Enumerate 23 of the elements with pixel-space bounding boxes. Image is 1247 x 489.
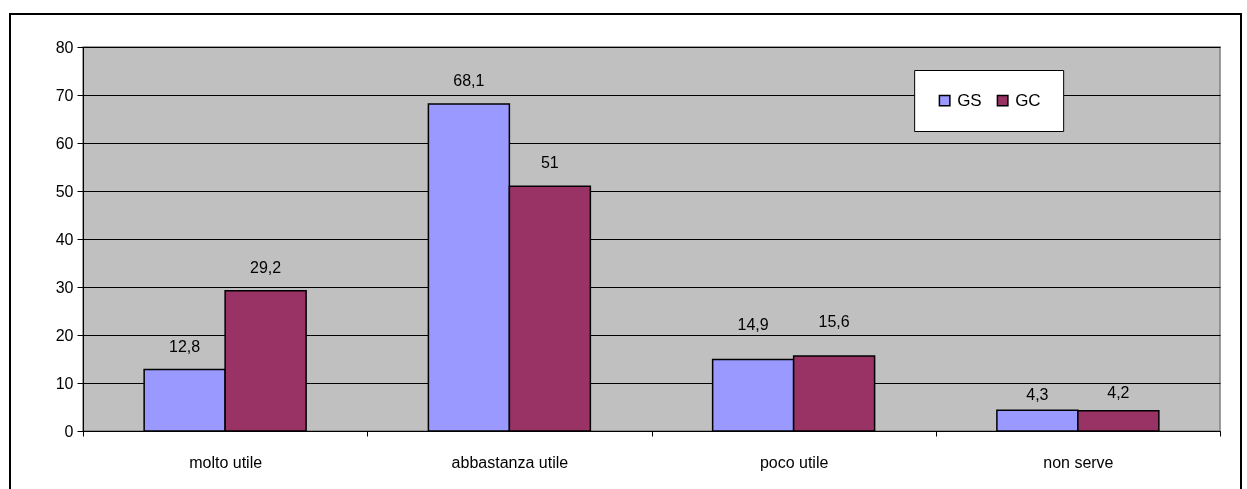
legend-label: GC xyxy=(1015,90,1041,110)
x-tick-label: abbastanza utile xyxy=(451,453,569,471)
y-tick-label: 10 xyxy=(55,374,74,392)
y-tick-label: 50 xyxy=(55,182,74,200)
data-label: 4,2 xyxy=(1107,383,1130,401)
data-label: 15,6 xyxy=(818,313,850,331)
x-tick-label: molto utile xyxy=(189,453,263,471)
y-tick-label: 40 xyxy=(55,230,74,248)
y-tick-label: 80 xyxy=(55,38,74,56)
y-tick-label: 0 xyxy=(64,422,74,440)
data-label: 14,9 xyxy=(737,316,769,334)
y-tick-label: 20 xyxy=(55,326,74,344)
data-label: 12,8 xyxy=(169,337,201,355)
y-tick-label: 60 xyxy=(55,134,74,152)
data-label: 51 xyxy=(540,154,559,172)
x-tick-label: non serve xyxy=(1043,453,1114,471)
data-label: 68,1 xyxy=(453,72,485,90)
y-tick-label: 30 xyxy=(55,278,74,296)
data-label: 4,3 xyxy=(1026,386,1049,404)
legend-label: GS xyxy=(957,90,982,110)
x-tick-label: poco utile xyxy=(759,453,829,471)
y-tick-label: 70 xyxy=(55,86,74,104)
data-label: 29,2 xyxy=(250,258,282,276)
